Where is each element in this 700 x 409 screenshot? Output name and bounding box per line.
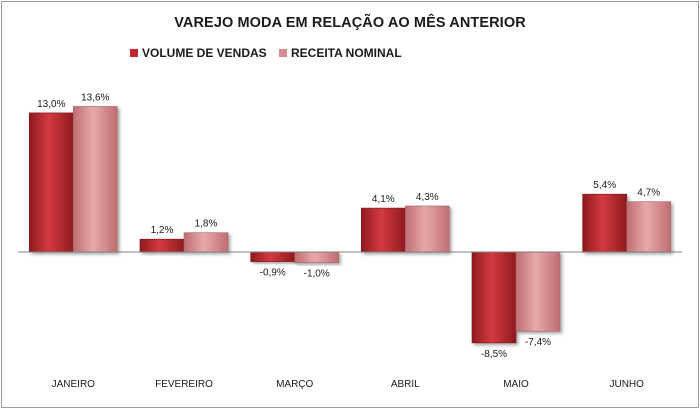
legend-swatch-receita <box>279 49 287 57</box>
bar-receita-março <box>294 251 340 263</box>
data-label-volume-janeiro: 13,0% <box>37 99 65 110</box>
bar-receita-fevereiro <box>183 232 229 253</box>
data-label-volume-abril: 4,1% <box>372 194 395 205</box>
data-label-receita-janeiro: 13,6% <box>81 93 109 104</box>
category-label-fevereiro: FEVEREIRO <box>155 379 213 390</box>
legend-swatch-volume <box>130 49 138 57</box>
data-label-volume-fevereiro: 1,2% <box>151 225 174 236</box>
data-label-receita-maio: -7,4% <box>525 337 551 348</box>
legend-label-volume: VOLUME DE VENDAS <box>142 46 267 60</box>
legend-label-receita: RECEITA NOMINAL <box>291 46 402 60</box>
bar-receita-junho <box>626 201 672 253</box>
data-label-receita-fevereiro: 1,8% <box>195 219 218 230</box>
category-label-janeiro: JANEIRO <box>52 379 96 390</box>
data-label-receita-março: -1,0% <box>304 269 330 280</box>
bar-volume-março <box>250 251 295 262</box>
bar-volume-maio <box>471 251 517 344</box>
data-label-volume-maio: -8,5% <box>481 349 507 360</box>
bar-volume-fevereiro <box>139 238 185 253</box>
bar-receita-janeiro <box>73 106 118 253</box>
bar-volume-abril <box>360 207 406 253</box>
bar-volume-janeiro <box>28 112 74 253</box>
data-label-volume-março: -0,9% <box>260 268 286 279</box>
legend-item-receita: RECEITA NOMINAL <box>279 46 402 60</box>
bar-volume-junho <box>582 193 628 253</box>
data-label-volume-junho: 5,4% <box>593 180 616 191</box>
bar-receita-maio <box>515 251 561 332</box>
category-label-junho: JUNHO <box>609 379 644 390</box>
data-label-receita-abril: 4,3% <box>416 192 439 203</box>
legend-item-volume: VOLUME DE VENDAS <box>130 46 267 60</box>
category-label-março: MARÇO <box>276 379 313 390</box>
category-label-maio: MAIO <box>503 379 529 390</box>
chart-title: VAREJO MODA EM RELAÇÃO AO MÊS ANTERIOR <box>174 15 526 31</box>
bar-receita-abril <box>404 205 450 253</box>
data-label-receita-junho: 4,7% <box>637 188 660 199</box>
category-label-abril: ABRIL <box>391 379 420 390</box>
